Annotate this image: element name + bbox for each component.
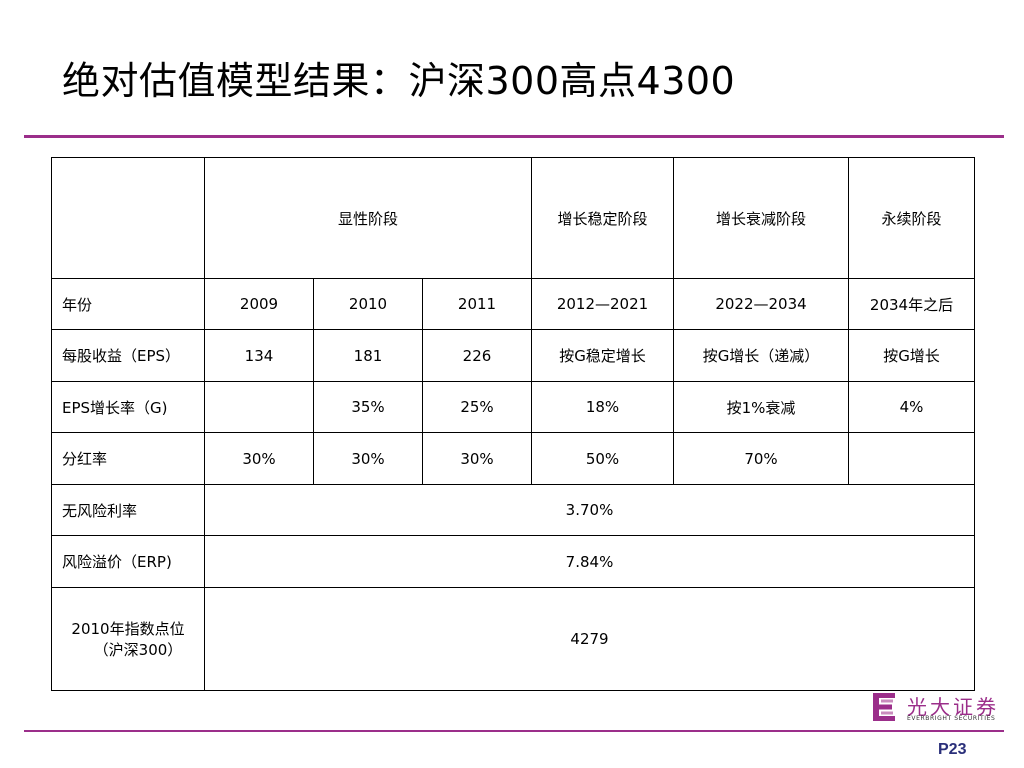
table-row: 每股收益（EPS） 134 181 226 按G稳定增长 按G增长（递减） 按G… [51, 329, 975, 382]
table-row: 无风险利率 3.70% [51, 484, 975, 536]
footer-divider [24, 730, 1004, 732]
everbright-logo-icon [873, 693, 895, 721]
table-cell: 18% [531, 381, 674, 433]
table-row: EPS增长率（G) 35% 25% 18% 按1%衰减 4% [51, 381, 975, 433]
table-row: 年份 2009 2010 2011 2012—2021 2022—2034 20… [51, 278, 975, 330]
table-cell: 按G增长 [848, 329, 975, 382]
row-label-eps-growth: EPS增长率（G) [51, 381, 205, 433]
row-label-risk-free: 无风险利率 [51, 484, 205, 536]
table-cell: 30% [313, 432, 423, 485]
table-row: 分红率 30% 30% 30% 50% 70% [51, 432, 975, 485]
table-cell: 2034年之后 [848, 278, 975, 330]
table-cell: 226 [422, 329, 532, 382]
table-cell [204, 381, 314, 433]
table-cell: 30% [204, 432, 314, 485]
row-label-line: 2010年指数点位 [71, 620, 185, 638]
table-cell: 2009 [204, 278, 314, 330]
slide-title: 绝对估值模型结果：沪深300高点4300 [62, 59, 736, 103]
table-cell: 25% [422, 381, 532, 433]
table-cell: 2011 [422, 278, 532, 330]
table-cell: 70% [673, 432, 849, 485]
table-cell: 3.70% [204, 484, 975, 536]
row-label-year: 年份 [51, 278, 205, 330]
table-cell: 181 [313, 329, 423, 382]
stage-header-stable: 增长稳定阶段 [531, 157, 674, 279]
table-cell: 2010 [313, 278, 423, 330]
table-cell: 7.84% [204, 535, 975, 588]
row-label-eps: 每股收益（EPS） [51, 329, 205, 382]
table-row: 风险溢价（ERP) 7.84% [51, 535, 975, 588]
stage-header-row: 显性阶段 增长稳定阶段 增长衰减阶段 永续阶段 [51, 157, 975, 279]
row-label-erp: 风险溢价（ERP) [51, 535, 205, 588]
table-cell: 50% [531, 432, 674, 485]
table-row: 2010年指数点位 （沪深300） 4279 [51, 587, 975, 691]
table-cell [848, 432, 975, 485]
stage-header-perpetual: 永续阶段 [848, 157, 975, 279]
page-number: P23 [938, 741, 967, 758]
table-cell: 30% [422, 432, 532, 485]
row-label-payout: 分红率 [51, 432, 205, 485]
table-cell: 按1%衰减 [673, 381, 849, 433]
table-cell: 4279 [204, 587, 975, 691]
stage-header-explicit: 显性阶段 [204, 157, 532, 279]
title-divider [24, 135, 1004, 138]
table-cell: 按G稳定增长 [531, 329, 674, 382]
table-cell: 4% [848, 381, 975, 433]
table-cell: 134 [204, 329, 314, 382]
row-label-index-level: 2010年指数点位 （沪深300） [51, 587, 205, 691]
corner-cell [51, 157, 205, 279]
stage-header-decay: 增长衰减阶段 [673, 157, 849, 279]
table-cell: 2012—2021 [531, 278, 674, 330]
row-label-line: （沪深300） [93, 641, 183, 659]
logo-english-name: EVERBRIGHT SECURITIES [907, 715, 996, 722]
valuation-table: 显性阶段 增长稳定阶段 增长衰减阶段 永续阶段 年份 2009 2010 201… [51, 157, 975, 691]
logo-chinese-name: 光大证券 [907, 695, 999, 719]
table-cell: 35% [313, 381, 423, 433]
table-cell: 2022—2034 [673, 278, 849, 330]
table-cell: 按G增长（递减） [673, 329, 849, 382]
everbright-logo: 光大证券 EVERBRIGHT SECURITIES [873, 693, 1003, 725]
